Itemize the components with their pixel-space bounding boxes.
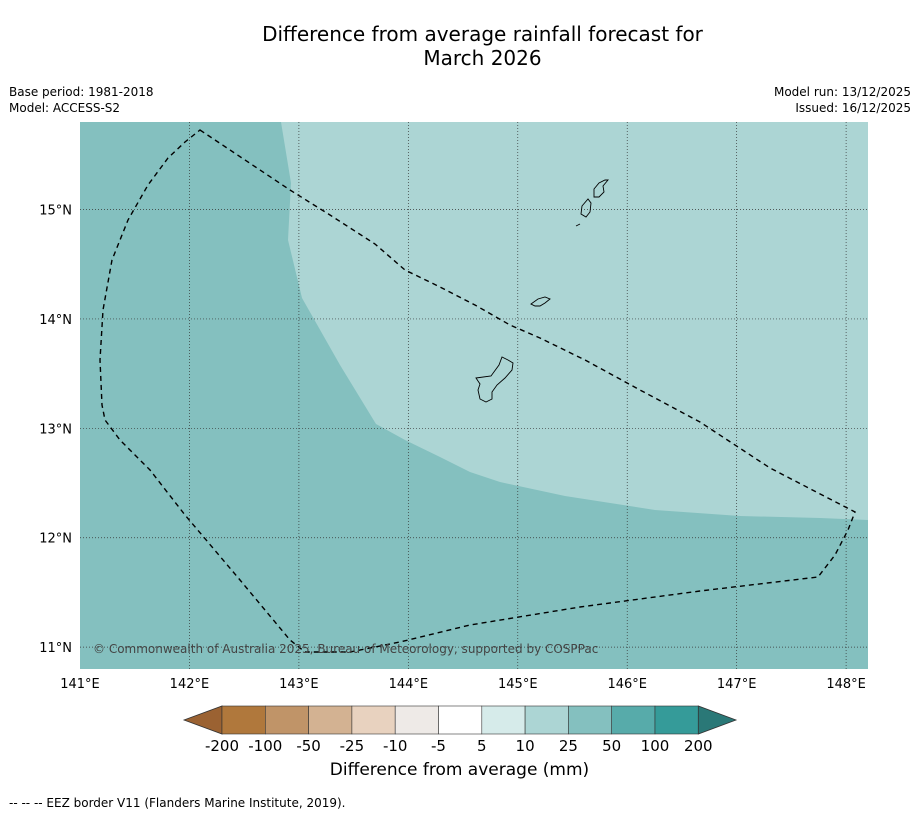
issued-text: Issued: 16/12/2025 <box>795 101 911 115</box>
island-aguijan <box>575 223 581 227</box>
lon-tick-label: 146°E <box>607 677 647 692</box>
model-run-text: Model run: 13/12/2025 <box>773 85 911 99</box>
grid-lines <box>80 122 868 669</box>
base-period-text: Base period: 1981-2018 <box>9 85 154 99</box>
lon-tick-label: 142°E <box>170 677 210 692</box>
colorbar-swatch <box>568 705 613 735</box>
colorbar-swatch <box>264 705 309 735</box>
colorbar-tick-label: 200 <box>684 737 713 755</box>
model-text: Model: ACCESS-S2 <box>9 101 121 115</box>
region-10-25 <box>281 122 868 520</box>
colorbar-tick-label: 100 <box>641 737 670 755</box>
lon-tick-label: 144°E <box>389 677 429 692</box>
lat-tick-label: 13°N <box>39 422 72 437</box>
colorbar-tick-label: -10 <box>383 737 408 755</box>
island-tinian <box>580 198 592 218</box>
colorbar-swatch <box>221 705 266 735</box>
lon-tick-label: 143°E <box>279 677 319 692</box>
meta-left: Base period: 1981-2018 Model: ACCESS-S2 <box>9 84 154 116</box>
colorbar-tick-label: -5 <box>431 737 446 755</box>
copyright-text: © Commonwealth of Australia 2025, Bureau… <box>93 642 598 656</box>
colorbar-tick-label: -50 <box>296 737 321 755</box>
island-saipan <box>593 179 609 198</box>
colorbar-tick-label: 25 <box>559 737 578 755</box>
eez-border <box>99 129 856 653</box>
lon-tick-label: 145°E <box>498 677 538 692</box>
colorbar-title: Difference from average (mm) <box>329 760 590 780</box>
footnote: -- -- -- EEZ border V11 (Flanders Marine… <box>9 796 346 810</box>
lon-tick-label: 148°E <box>826 677 866 692</box>
title-line-1: Difference from average rainfall forecas… <box>262 22 703 46</box>
colorbar-swatch <box>611 705 656 735</box>
colorbar-swatch <box>438 705 483 735</box>
colorbar-extend-low <box>182 705 223 735</box>
colorbar-swatch <box>654 705 699 735</box>
title-line-2: March 2026 <box>423 46 542 70</box>
colorbar-swatch <box>394 705 439 735</box>
lat-tick-label: 12°N <box>39 532 72 547</box>
colorbar-tick-label: -25 <box>340 737 365 755</box>
colorbar-tick-label: 10 <box>516 737 535 755</box>
island-rota <box>530 296 551 307</box>
lat-tick-label: 15°N <box>39 204 72 219</box>
colorbar-tick-label: -200 <box>205 737 239 755</box>
tick-labels: 141°E 142°E 143°E 144°E 145°E 146°E 147°E 148°E… <box>39 204 866 692</box>
page-title: Difference from average rainfall forecas… <box>0 22 919 70</box>
colorbar-extend-high <box>697 705 738 735</box>
colorbar-swatch <box>351 705 396 735</box>
lon-tick-label: 147°E <box>717 677 757 692</box>
colorbar-swatch <box>308 705 353 735</box>
island-guam <box>475 356 514 403</box>
colorbar-tick-label: 50 <box>602 737 621 755</box>
meta-right: Model run: 13/12/2025 Issued: 16/12/2025 <box>774 84 911 116</box>
colorbar-tick-label: -100 <box>248 737 282 755</box>
lat-tick-label: 14°N <box>39 313 72 328</box>
lat-tick-label: 11°N <box>39 641 72 656</box>
colorbar-tick-label: 5 <box>477 737 487 755</box>
colorbar-swatch <box>481 705 526 735</box>
map-panel: © Commonwealth of Australia 2025, Bureau… <box>80 122 868 669</box>
lon-tick-label: 141°E <box>60 677 100 692</box>
colorbar-swatch <box>524 705 569 735</box>
colorbar: -200 -100 -50 -25 -10 -5 5 10 25 50 100 200 <box>182 705 738 755</box>
